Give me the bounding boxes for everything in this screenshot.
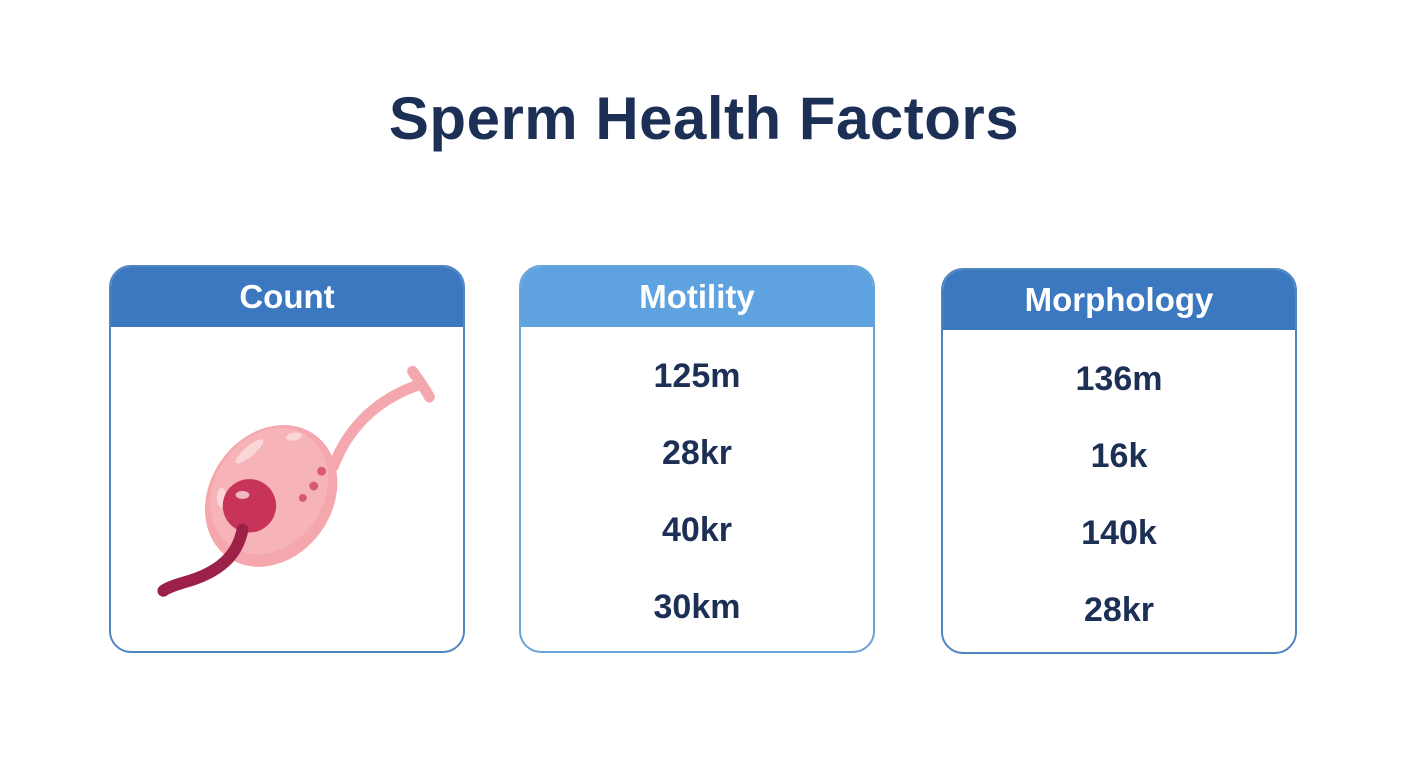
morphology-value: 28kr [1084,591,1154,629]
motility-values: 125m 28kr 40kr 30km [521,327,873,651]
morphology-card-title: Morphology [1024,281,1214,318]
morphology-card-header: Morphology [943,270,1295,330]
motility-card: Motility 125m 28kr 40kr 30km [519,265,875,653]
page-title: Sperm Health Factors [388,85,1020,152]
morphology-values: 136m 16k 140k 28kr [943,330,1295,652]
motility-value: 125m [653,357,741,395]
count-card-title: Count [239,278,335,315]
motility-value: 28kr [662,434,732,472]
sperm-cell-icon [157,365,435,597]
morphology-value: 140k [1081,514,1157,552]
morphology-value: 136m [1075,360,1163,398]
motility-value: 30km [653,588,741,626]
count-card-body [111,327,463,651]
motility-value: 40kr [662,511,732,549]
count-card: Count [109,265,465,653]
motility-card-header: Motility [521,267,873,327]
count-card-header: Count [111,267,463,327]
motility-card-title: Motility [639,278,755,315]
morphology-card: Morphology 136m 16k 140k 28kr [941,268,1297,654]
morphology-value: 16k [1090,437,1148,475]
